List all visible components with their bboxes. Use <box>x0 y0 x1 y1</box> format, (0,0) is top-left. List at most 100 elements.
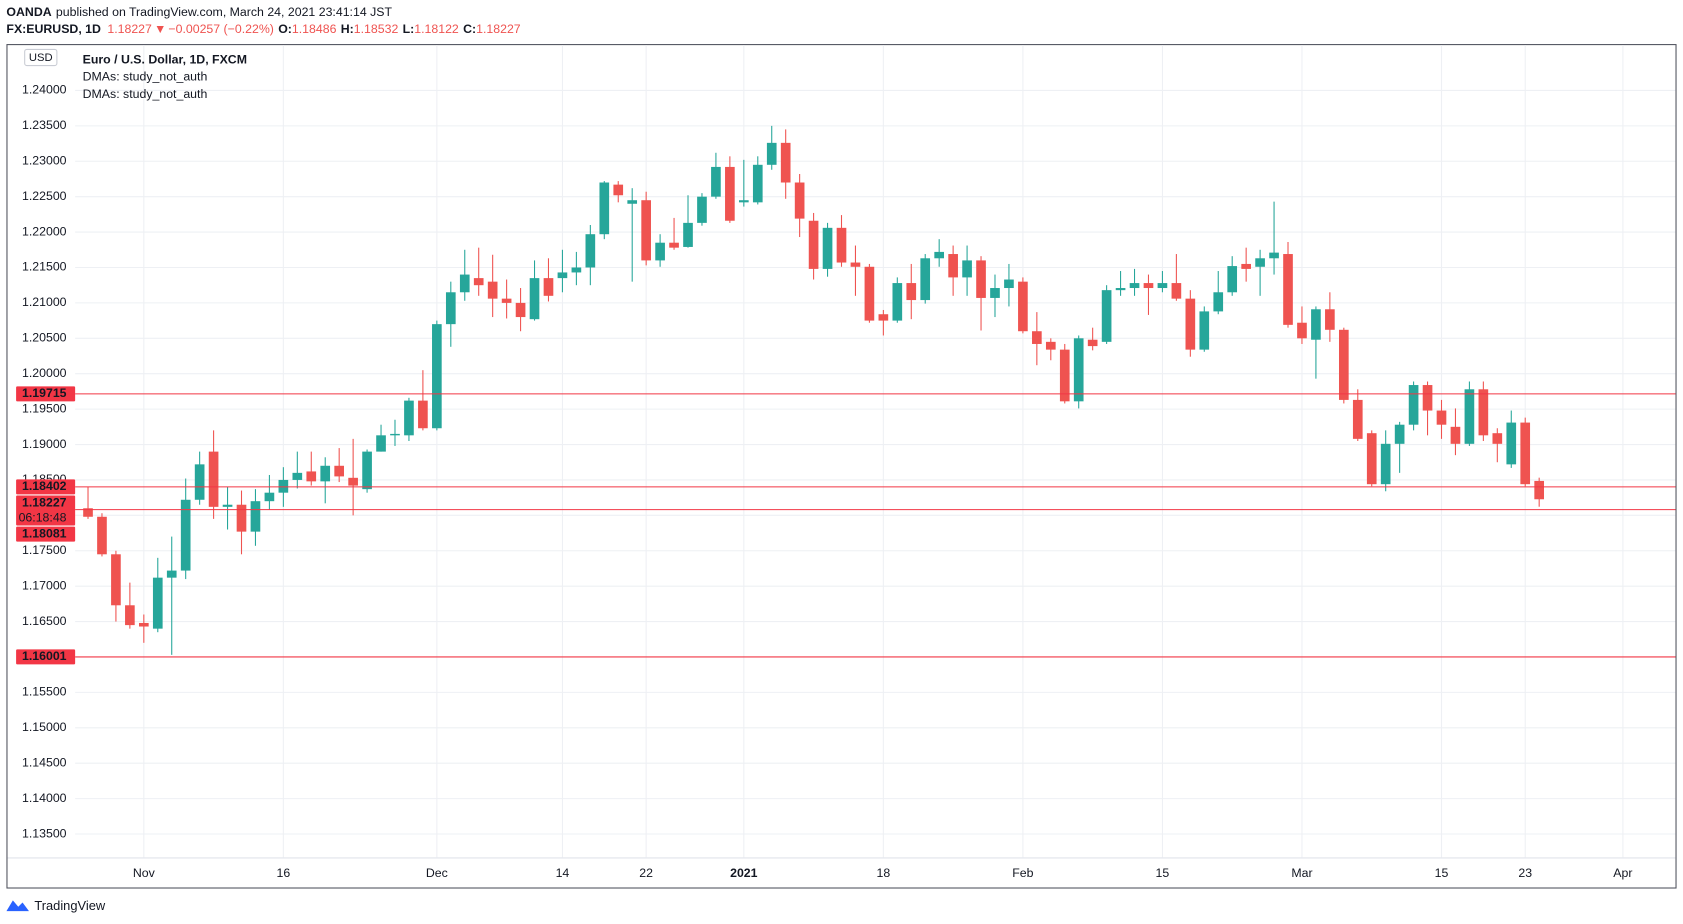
candle-body <box>1157 283 1168 289</box>
y-tick-label: 1.24000 <box>22 83 67 97</box>
candle-body <box>515 302 526 318</box>
ohlc-value: 1.18122 <box>414 22 459 36</box>
candle-body <box>892 283 903 321</box>
last-price-label: 1.18227 <box>22 495 67 509</box>
candle-body <box>236 504 247 532</box>
candle-body <box>83 508 93 517</box>
brand-name: TradingView <box>34 898 106 913</box>
candle-body <box>599 182 610 235</box>
candle-body <box>1352 399 1363 439</box>
candle-body <box>1073 338 1084 402</box>
ohlc-value: 1.18227 <box>476 22 521 36</box>
currency[interactable]: USD <box>29 52 53 64</box>
candle-body <box>292 472 303 480</box>
candle-body <box>1492 433 1503 444</box>
candle-body <box>432 324 442 429</box>
y-tick-label: 1.16500 <box>22 614 67 628</box>
candle-body <box>473 278 484 286</box>
candle-body <box>1325 309 1335 330</box>
candle-body <box>738 200 749 203</box>
x-tick-label: 18 <box>877 866 891 880</box>
candle-body <box>445 292 456 325</box>
last-price-box <box>16 495 76 526</box>
candle-body <box>780 142 791 183</box>
candle-body <box>543 278 554 296</box>
ohlc-key: L: <box>403 22 415 36</box>
candle-body <box>822 227 833 269</box>
currency-box[interactable] <box>24 48 58 67</box>
candle-body <box>1129 283 1140 289</box>
x-tick-label: 15 <box>1156 866 1170 880</box>
candle-body <box>1338 329 1349 400</box>
candle-body <box>948 254 958 278</box>
y-tick-label: 1.22500 <box>22 189 67 203</box>
candle-body <box>1394 424 1405 444</box>
symbol-line: FX:EURUSD, 1D 1.18227 ▼ −0.00257 (−0.22%) O:… <box>6 22 520 36</box>
candle-body <box>1185 298 1196 350</box>
candle-body <box>1115 288 1126 291</box>
candle-body <box>194 464 205 500</box>
y-tick-label: 1.20500 <box>22 331 67 345</box>
brand: TradingView <box>6 898 106 913</box>
candle-body <box>1311 309 1321 340</box>
legend-study: DMAs: study_not_auth <box>83 87 208 101</box>
candle-body <box>1227 266 1238 293</box>
candle-body <box>390 433 400 436</box>
candle-body <box>1032 331 1042 344</box>
candle-body <box>1018 281 1028 332</box>
candle-body <box>1506 422 1517 465</box>
candle-body <box>459 274 470 293</box>
candle-body <box>152 577 163 629</box>
candle-body <box>725 166 735 221</box>
line-price-box <box>16 386 76 402</box>
candle-body <box>962 260 972 278</box>
y-tick-label: 1.17000 <box>22 578 67 592</box>
candle-body <box>1534 480 1545 500</box>
y-tick-label: 1.19000 <box>22 437 67 451</box>
line-price-box <box>16 526 76 542</box>
candle-body <box>362 451 372 490</box>
ohlc-key: O: <box>278 22 292 36</box>
candle-body <box>627 200 638 204</box>
y-tick-label: 1.22000 <box>22 224 67 238</box>
candle-body <box>990 288 1000 298</box>
candle-body <box>348 477 358 486</box>
x-tick-label: 14 <box>556 866 570 880</box>
candle-body <box>404 400 414 436</box>
line-price-label: 1.19715 <box>22 386 67 400</box>
change: −0.00257 (−0.22%) <box>168 22 274 36</box>
y-tick-label: 1.20000 <box>22 366 67 380</box>
candle-body <box>1366 433 1377 485</box>
candle-body <box>794 182 805 219</box>
candle-body <box>655 242 665 261</box>
candle-body <box>697 196 707 223</box>
candle-body <box>1520 422 1531 485</box>
x-tick-label: 16 <box>277 866 291 880</box>
candle-body <box>808 220 819 269</box>
candle-body <box>878 314 889 321</box>
candle-body <box>1087 339 1098 347</box>
candle-body <box>306 471 317 482</box>
legend: Euro / U.S. Dollar, 1D, FXCM DMAs: study… <box>83 52 247 100</box>
candle-body <box>208 451 219 507</box>
candle-body <box>1283 254 1293 325</box>
candle-body <box>1269 252 1279 259</box>
publish-line: OANDA published on TradingView.com, March… <box>6 5 392 19</box>
x-tick-label: Apr <box>1613 866 1632 880</box>
axis-labels: 1.13500 1.14000 1.14500 1.15000 1.15500 1.160… <box>16 83 1632 880</box>
candle-body <box>1422 385 1433 411</box>
x-tick-label: Mar <box>1291 866 1312 880</box>
candle-body <box>111 554 121 606</box>
candle-body <box>1450 426 1461 444</box>
line-price-label: 1.18402 <box>22 479 67 493</box>
candle-body <box>138 622 149 627</box>
candle-body <box>1255 258 1265 267</box>
candle-body <box>529 278 540 320</box>
candle-body <box>1464 389 1475 444</box>
line-price-box <box>16 649 76 665</box>
candle-body <box>334 465 345 477</box>
ohlc-key: H: <box>341 22 354 36</box>
candle-body <box>920 258 931 301</box>
